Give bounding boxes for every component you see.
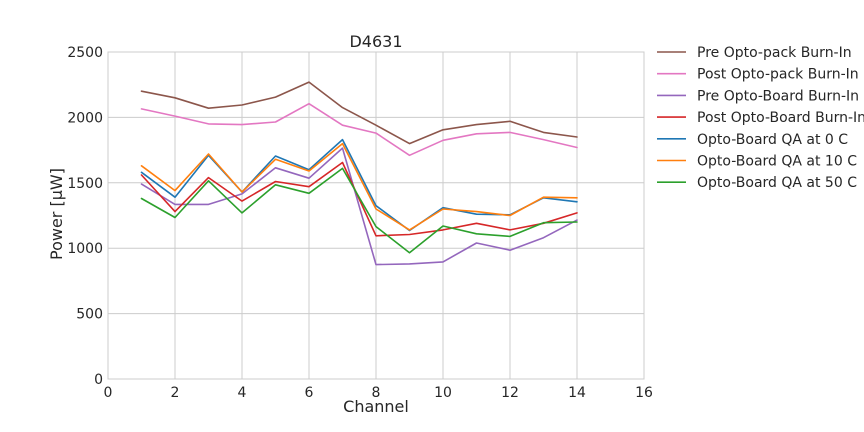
legend-label: Post Opto-pack Burn-In: [697, 67, 859, 83]
series-line-4: [140, 161, 578, 237]
plot-frame: [107, 51, 645, 380]
x-tick-label: 14: [568, 385, 586, 401]
y-tick-label: 1500: [67, 176, 103, 192]
y-tick-label: 1000: [67, 241, 103, 257]
y-tick-label: 2000: [67, 110, 103, 126]
x-tick-label: 2: [171, 385, 180, 401]
y-tick-label: 0: [94, 372, 103, 388]
y-axis-label: Power [μW]: [47, 168, 66, 260]
x-tick-label: 8: [372, 385, 381, 401]
legend-label: Opto-Board QA at 0 C: [697, 132, 848, 148]
series-line-7: [140, 167, 578, 254]
y-tick-label: 2500: [67, 45, 103, 61]
tick-labels: 0 2 4 6 8 10 12 14 16 0 500 1000 1500 2000 2500: [67, 45, 653, 401]
series-group: [140, 81, 578, 266]
x-tick-label: 4: [238, 385, 247, 401]
legend-label: Pre Opto-Board Burn-In: [697, 88, 859, 104]
legend-label: Opto-Board QA at 10 C: [697, 154, 857, 170]
x-tick-label: 16: [635, 385, 653, 401]
legend: Pre Opto-pack Burn-In Post Opto-pack Burn…: [657, 45, 864, 191]
x-tick-label: 10: [434, 385, 452, 401]
series-line-1: [140, 81, 578, 145]
x-axis-label: Channel: [343, 397, 409, 416]
x-tick-label: 6: [305, 385, 314, 401]
series-line-6: [140, 142, 578, 231]
series-line-3: [140, 147, 578, 266]
legend-label: Pre Opto-pack Burn-In: [697, 45, 852, 61]
x-tick-label: 0: [104, 385, 113, 401]
legend-label: Post Opto-Board Burn-In: [697, 110, 864, 126]
y-tick-label: 500: [76, 307, 103, 323]
legend-label: Opto-Board QA at 50 C: [697, 175, 857, 191]
series-line-2: [140, 102, 578, 157]
x-tick-label: 12: [501, 385, 519, 401]
chart-title: D4631: [349, 32, 402, 51]
